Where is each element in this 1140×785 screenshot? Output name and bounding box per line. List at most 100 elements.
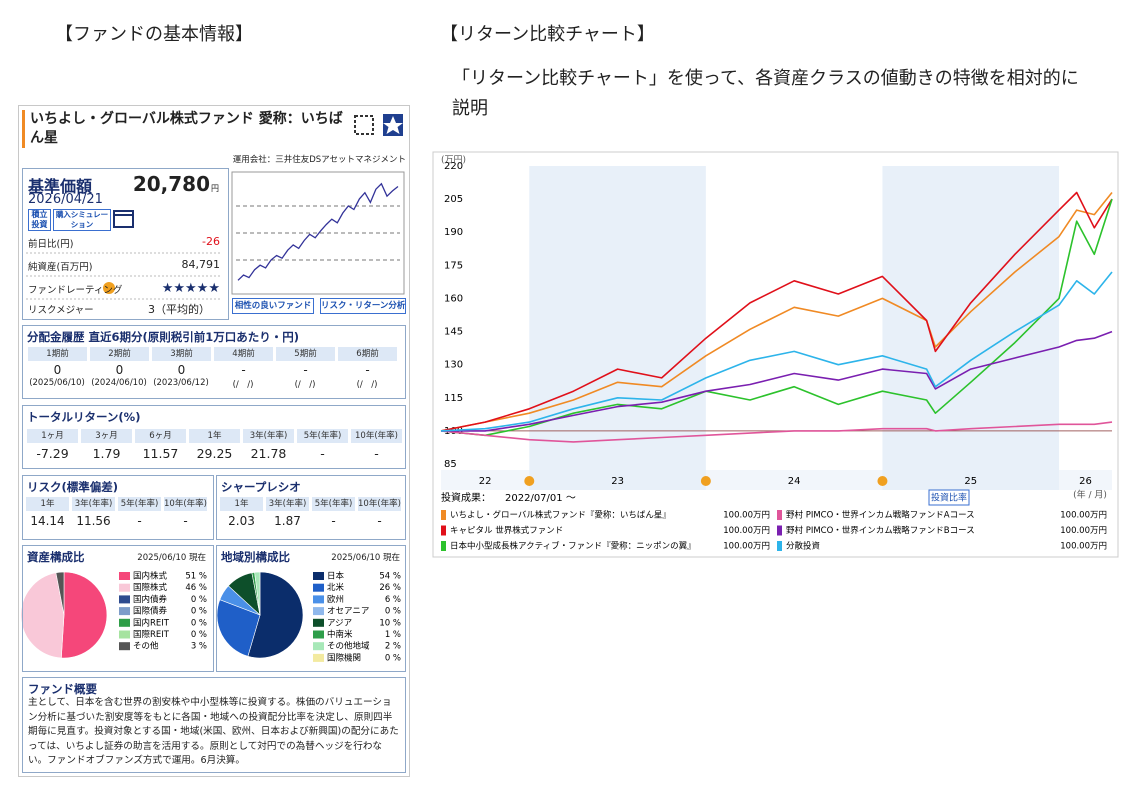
legend-swatch — [313, 642, 324, 651]
legend-swatch — [313, 607, 324, 616]
table-header: 1年 — [220, 497, 263, 511]
stat-label: 前日比(円) — [28, 239, 74, 250]
legend-label: 日本 — [327, 571, 345, 582]
y-tick-label: 205 — [444, 194, 463, 205]
table-value: - — [303, 363, 308, 377]
nav-box — [22, 168, 229, 320]
legend-label: 国内株式 — [133, 571, 168, 582]
ratio-button: 投資比率 — [931, 492, 967, 504]
table-value: - — [377, 514, 382, 528]
table-header: 2期前 — [90, 347, 149, 361]
table-header: 3年(年率) — [243, 429, 294, 443]
table-date: (/ /) — [356, 380, 378, 390]
table-header: 1年 — [26, 497, 69, 511]
table-value: - — [241, 363, 246, 377]
legend-swatch — [313, 653, 324, 662]
pie-slice — [20, 572, 65, 659]
panel-frame — [18, 105, 410, 777]
legend-value: 51 % — [185, 572, 207, 582]
pie-slice — [216, 599, 261, 657]
legend-swatch — [119, 583, 130, 592]
year-band — [882, 166, 1060, 490]
legend-swatch — [777, 510, 782, 520]
legend-value: 26 % — [379, 583, 401, 593]
y-tick-label: 175 — [444, 260, 463, 271]
x-tick-label: 24 — [788, 476, 801, 487]
y-tick-label: 115 — [444, 393, 463, 404]
pie-box — [22, 545, 214, 672]
legend-value: 0 % — [191, 607, 207, 617]
stat-label: ファンドレーティング — [28, 285, 123, 296]
y-tick-label: 160 — [444, 293, 463, 304]
legend-label: 野村 PIMCO・世界インカム戦略ファンドAコース — [786, 510, 975, 521]
legend-amount: 100.00万円 — [723, 542, 770, 552]
overview-text: 主として、日本を含む世界の割安株や中小型株等に投資する。株価のバリュエーション分… — [28, 697, 399, 766]
legend-label: オセアニア — [327, 607, 369, 617]
series-line — [440, 191, 1113, 432]
table-header: 5年(年率) — [297, 429, 348, 443]
series-line — [440, 198, 1113, 437]
legend-label: 国内REIT — [133, 617, 170, 628]
legend-label: 国際機関 — [327, 652, 361, 663]
table-value: - — [137, 514, 142, 528]
event-marker — [700, 476, 711, 486]
table-header: 3期前 — [152, 347, 211, 361]
link-button: リスク・リターン分析 — [320, 298, 406, 314]
stat-label: 純資産(百万円) — [28, 262, 93, 273]
total-return-box — [22, 405, 406, 469]
table-value: 2.03 — [228, 514, 255, 528]
table-value: - — [374, 446, 379, 461]
event-marker — [524, 476, 535, 486]
company: 運用会社：三井住友DSアセットマネジメント — [232, 155, 406, 165]
link-button: 相性の良いファンド — [232, 298, 314, 314]
x-tick-label: 22 — [479, 476, 492, 487]
legend-swatch — [119, 572, 130, 580]
table-value: 0 — [177, 363, 186, 377]
nav-value: 20,780 — [132, 172, 210, 196]
legend-amount: 100.00万円 — [1060, 511, 1107, 521]
table-value: -7.29 — [36, 446, 69, 461]
stat-value: 3（平均的） — [148, 303, 210, 316]
y-tick-label: 130 — [444, 360, 463, 371]
y-tick-label: 85 — [444, 459, 457, 470]
description: 「リターン比較チャート」を使って、各資産クラスの値動きの特徴を相対的に説明 — [452, 68, 1079, 119]
table-title: リスク(標準偏差) — [27, 480, 119, 494]
table-title: トータルリターン(%) — [27, 410, 141, 424]
y-tick-label: 190 — [444, 227, 463, 238]
table-header: 1ヶ月 — [27, 429, 78, 443]
legend-label: その他 — [133, 641, 159, 652]
legend-value: 0 % — [191, 595, 207, 605]
ratio-button-frame — [928, 489, 970, 506]
table-header: 10年(年率) — [164, 497, 207, 511]
legend-value: 0 % — [385, 653, 401, 663]
period: 2022/07/01 ～ — [505, 493, 576, 504]
overview-box — [22, 677, 406, 773]
legend-label: 分散投資 — [786, 541, 820, 552]
sparkline — [237, 182, 399, 281]
table-value: 1.87 — [274, 514, 301, 528]
table-header: 6期前 — [338, 347, 397, 361]
pie-box — [216, 545, 406, 672]
table-date: (2023/06/12) — [153, 378, 209, 388]
series-line — [440, 191, 1113, 432]
legend-value: 10 % — [379, 618, 401, 628]
x-tick-label: 23 — [611, 476, 624, 487]
qr-icon — [354, 115, 374, 135]
x-tick-label: 26 — [1079, 476, 1092, 487]
legend-swatch — [441, 525, 446, 536]
legend-label: 北米 — [327, 582, 345, 593]
table-header: 5期前 — [276, 347, 335, 361]
legend-swatch — [441, 541, 446, 551]
y-tick-label: 145 — [444, 327, 463, 338]
event-marker — [877, 476, 888, 486]
legend-label: 中南米 — [327, 629, 353, 640]
legend-value: 46 % — [185, 583, 207, 593]
legend-label: 国際株式 — [133, 582, 168, 593]
table-value: 0 — [115, 363, 124, 377]
pie-title: 地域別構成比 — [221, 550, 290, 564]
legend-label: いちよし・グローバル株式ファンド『愛称：いちばん星』 — [450, 510, 671, 521]
legend-label: 日本中小型成長株アクティブ・ファンド『愛称：ニッポンの翼』 — [450, 541, 696, 552]
table-date: (/ /) — [294, 380, 316, 390]
button: 購入シミュレーション — [53, 209, 111, 231]
stat-value: ★★★★★ — [161, 281, 220, 296]
